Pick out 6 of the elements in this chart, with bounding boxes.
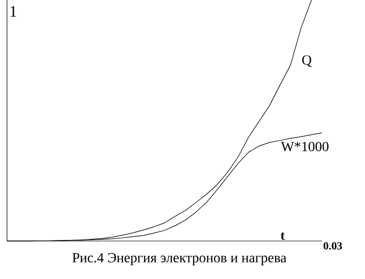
series-label: W*1000 [280,142,328,152]
series-label: Q [302,55,312,67]
text: Рис.4 Энергия электронов и нагрева [72,253,286,266]
x-axis-title: t [280,232,285,240]
annotation: 1 [10,6,16,17]
text: 0.03 [324,242,342,250]
